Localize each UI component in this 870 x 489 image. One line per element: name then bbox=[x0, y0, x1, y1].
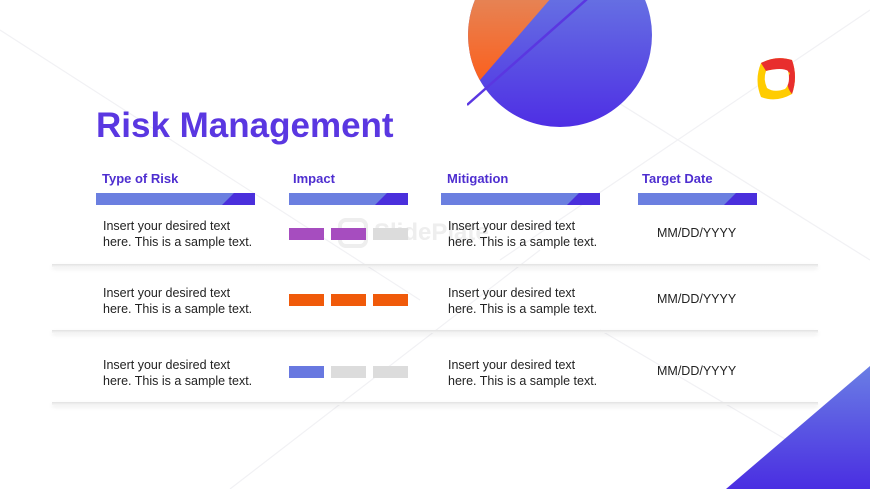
risk-type-cell: Insert your desired text here. This is a… bbox=[103, 357, 273, 389]
mitigation-line: Insert your desired text bbox=[448, 219, 576, 233]
risk-type-line: here. This is a sample text. bbox=[103, 235, 253, 249]
impact-meter bbox=[289, 366, 408, 378]
impact-meter bbox=[289, 228, 408, 240]
decorative-circle bbox=[467, 0, 652, 127]
header-bar-date bbox=[638, 193, 757, 205]
impact-block bbox=[289, 294, 324, 306]
mitigation-line: Insert your desired text bbox=[448, 286, 576, 300]
column-header-mitigation: Mitigation bbox=[447, 171, 509, 186]
impact-block bbox=[289, 366, 324, 378]
mitigation-line: Insert your desired text bbox=[448, 358, 576, 372]
corner-triangle bbox=[726, 366, 870, 489]
impact-block bbox=[373, 294, 408, 306]
mitigation-line: here. This is a sample text. bbox=[448, 235, 598, 249]
risk-type-line: Insert your desired text bbox=[103, 358, 231, 372]
risk-type-cell: Insert your desired text here. This is a… bbox=[103, 218, 273, 250]
risk-type-line: Insert your desired text bbox=[103, 219, 231, 233]
impact-block bbox=[331, 294, 366, 306]
mitigation-cell: Insert your desired text here. This is a… bbox=[448, 285, 618, 317]
row-divider bbox=[52, 264, 818, 267]
impact-block bbox=[331, 366, 366, 378]
risk-type-cell: Insert your desired text here. This is a… bbox=[103, 285, 273, 317]
target-date: MM/DD/YYYY bbox=[657, 364, 737, 378]
page-title: Risk Management bbox=[96, 106, 394, 145]
header-bar-mitigation bbox=[441, 193, 600, 205]
risk-type-line: here. This is a sample text. bbox=[103, 374, 253, 388]
watermark: SlidePlate bbox=[338, 218, 489, 248]
column-header-type: Type of Risk bbox=[102, 171, 179, 186]
row-divider bbox=[52, 330, 818, 333]
mitigation-cell: Insert your desired text here. This is a… bbox=[448, 357, 618, 389]
target-date: MM/DD/YYYY bbox=[657, 292, 737, 306]
row-divider bbox=[52, 402, 818, 405]
impact-block bbox=[331, 228, 366, 240]
header-bar-impact bbox=[289, 193, 408, 205]
risk-type-line: here. This is a sample text. bbox=[103, 302, 253, 316]
risk-type-line: Insert your desired text bbox=[103, 286, 231, 300]
impact-block bbox=[373, 228, 408, 240]
impact-meter bbox=[289, 294, 408, 306]
impact-block bbox=[373, 366, 408, 378]
target-date: MM/DD/YYYY bbox=[657, 226, 737, 240]
mitigation-cell: Insert your desired text here. This is a… bbox=[448, 218, 618, 250]
logo-icon bbox=[757, 58, 795, 100]
impact-block bbox=[289, 228, 324, 240]
mitigation-line: here. This is a sample text. bbox=[448, 302, 598, 316]
header-bar-type bbox=[96, 193, 255, 205]
column-header-date: Target Date bbox=[642, 171, 713, 186]
column-header-impact: Impact bbox=[293, 171, 335, 186]
mitigation-line: here. This is a sample text. bbox=[448, 374, 598, 388]
